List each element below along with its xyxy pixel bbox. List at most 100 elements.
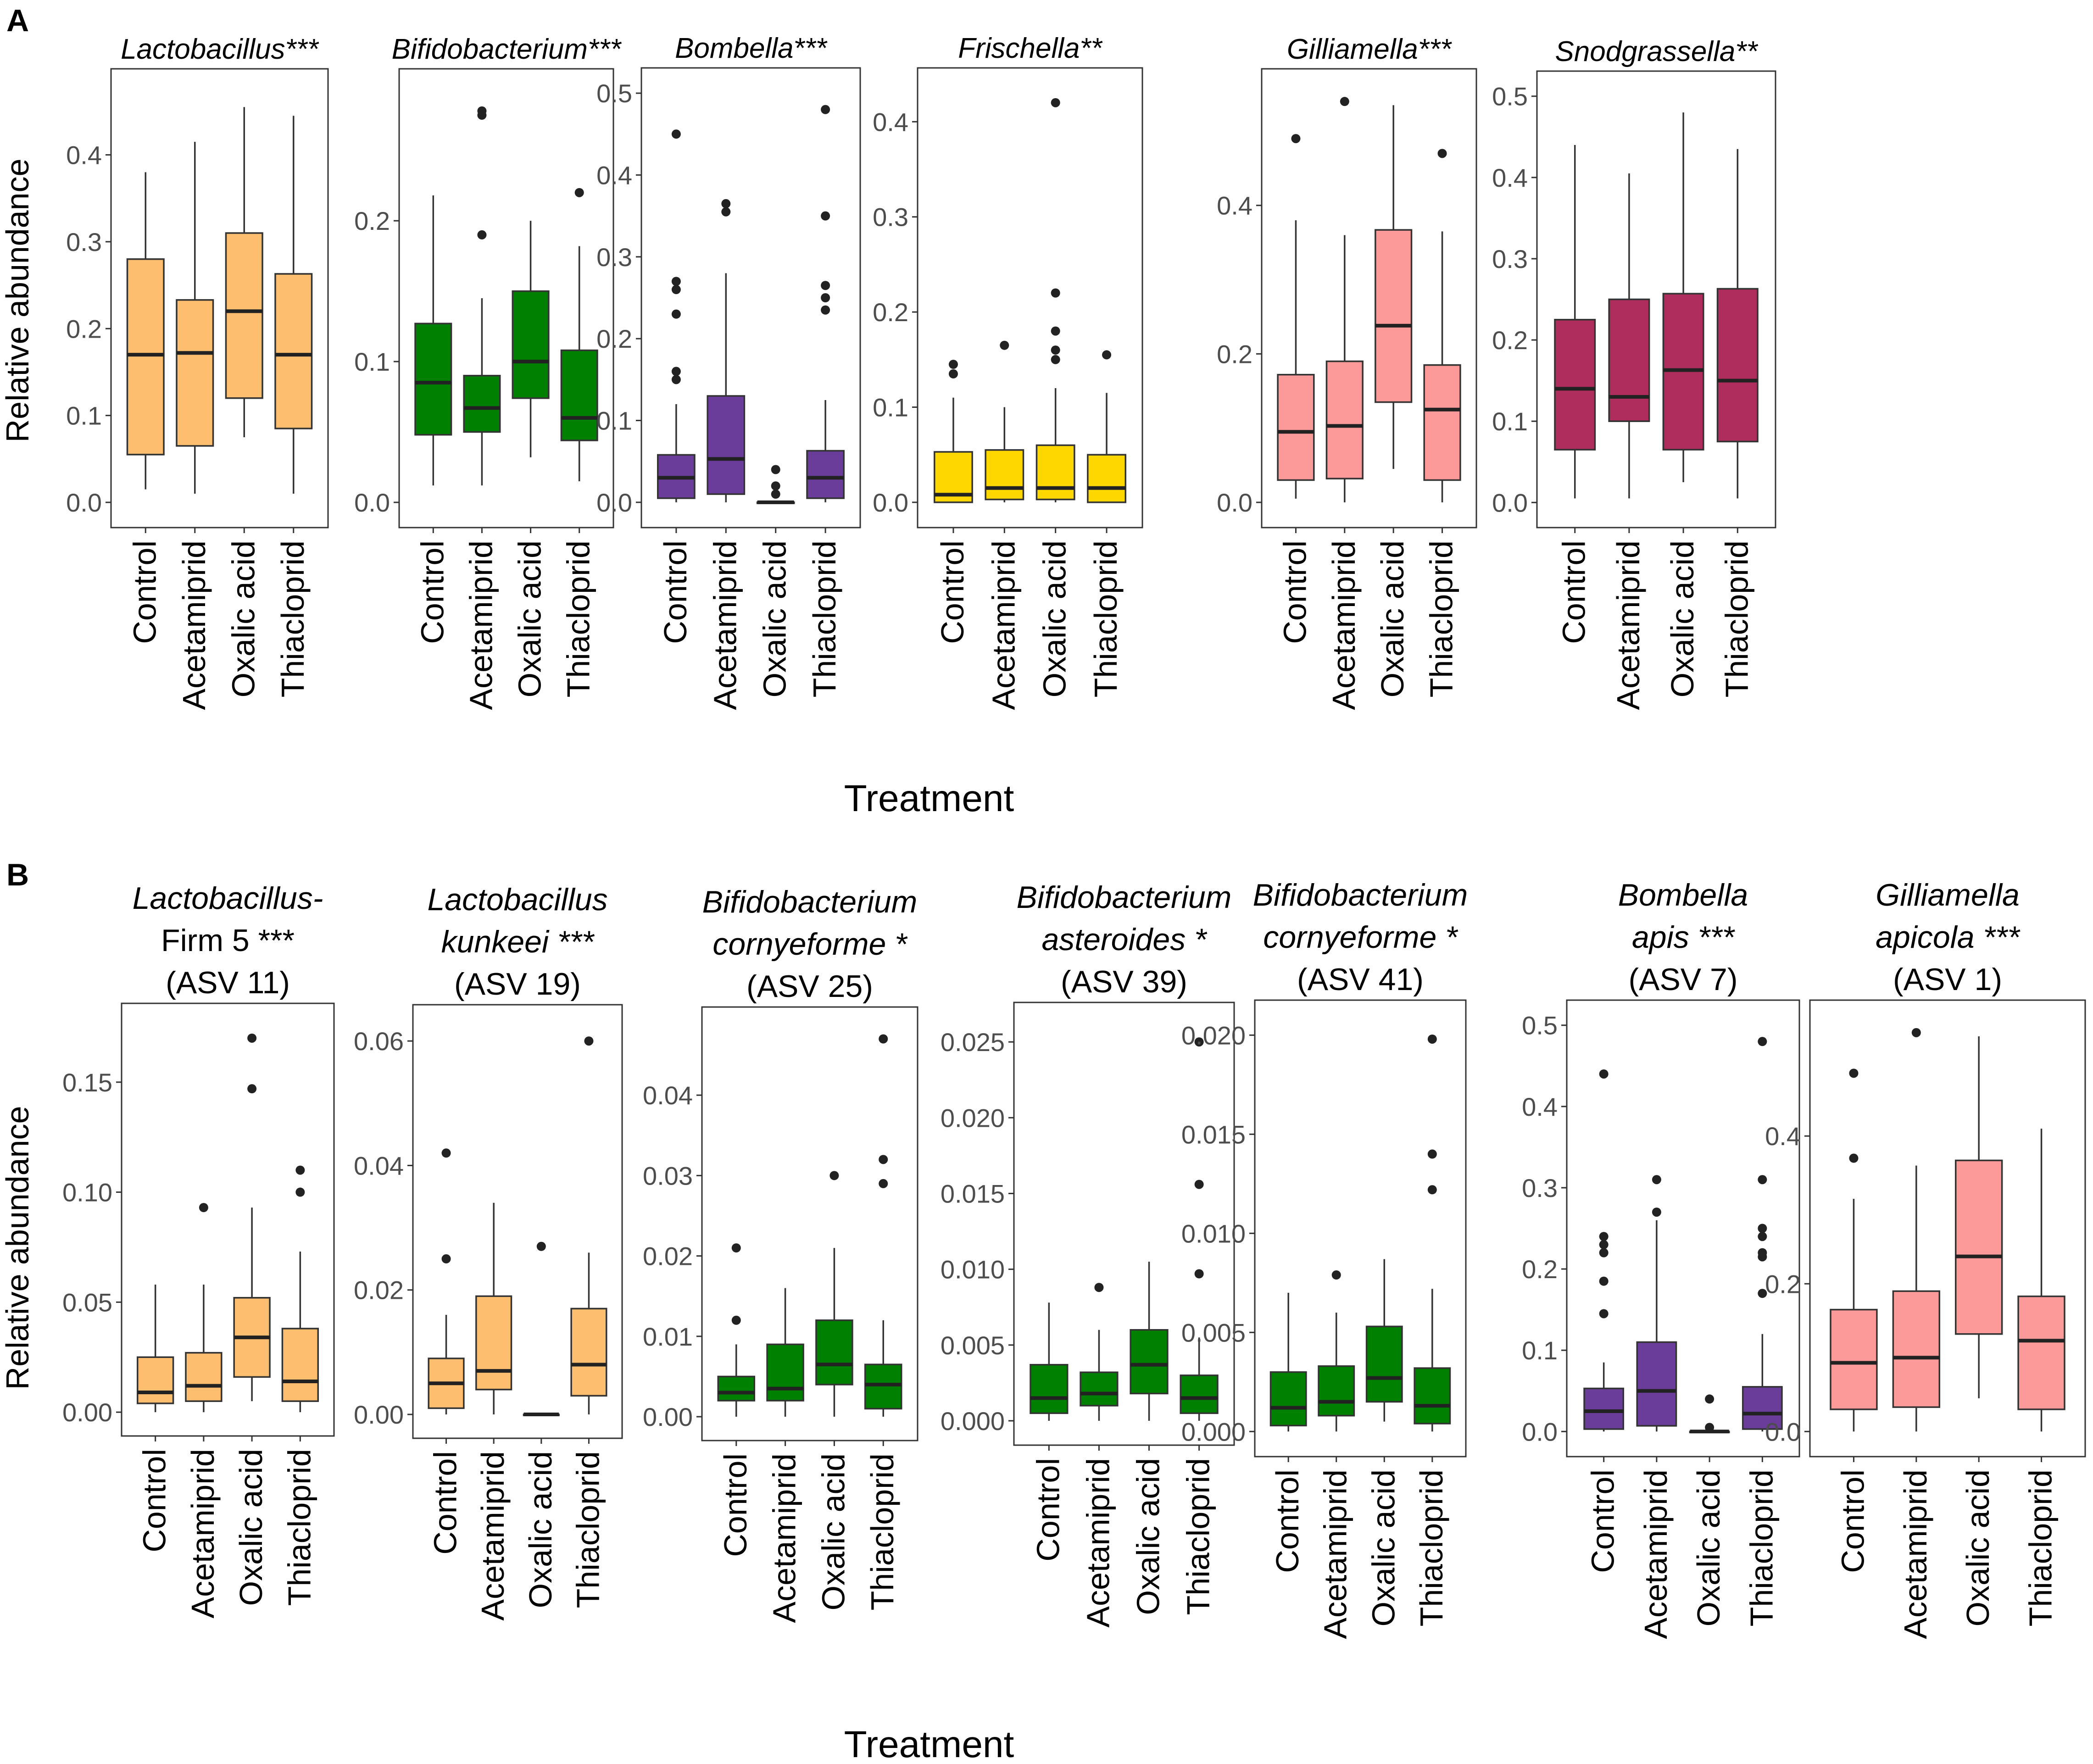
- facet-12: 0.0 0.1 0.2 0.3 0.4 0.5 Bombella apis *** (ASV 7…: [1522, 878, 1800, 1639]
- y-tick-label: 0.025: [941, 1028, 1005, 1057]
- box-control: [1277, 134, 1315, 499]
- y-tick-label: 0.2: [66, 314, 102, 343]
- outlier-point: [1194, 1037, 1204, 1047]
- facet-title-line: (ASV 41): [1297, 962, 1424, 997]
- x-tick-label: Control: [1030, 1458, 1066, 1562]
- x-tick-label: Oxalic acid: [1960, 1469, 1996, 1626]
- outlier-point: [1599, 1248, 1609, 1258]
- x-tick-label: Acetamiprid: [185, 1449, 221, 1619]
- box-acetamiprid: [463, 106, 501, 486]
- box-control: [1830, 1068, 1878, 1432]
- facet-13: 0.0 0.2 0.4 Gilliamella apicola *** (ASV 1) Co…: [1765, 878, 2086, 1639]
- y-tick-label: 0.4: [1217, 191, 1252, 220]
- outlier-point: [1849, 1068, 1859, 1078]
- iqr-box: [560, 349, 598, 441]
- y-tick-label: 0.4: [596, 161, 632, 189]
- box-control: [136, 1284, 174, 1413]
- y-tick-label: 0.000: [941, 1407, 1005, 1436]
- box-acetamiprid: [1608, 173, 1650, 499]
- facet-title: Bifidobacterium***: [392, 33, 622, 65]
- facet-4: 0.0 0.1 0.2 0.3 0.4 Frischella** Control Acetam…: [873, 33, 1143, 710]
- box-thiacloprid: [1423, 149, 1461, 502]
- iqr-box: [414, 323, 452, 436]
- x-tick-label: Thiacloprid: [281, 1449, 317, 1606]
- x-tick-label: Thiacloprid: [2023, 1469, 2059, 1626]
- x-tick-label: Control: [1556, 540, 1592, 644]
- iqr-box: [2017, 1295, 2065, 1410]
- outlier-point: [1758, 1175, 1767, 1185]
- outlier-point: [1758, 1232, 1767, 1241]
- facet-1: 0.0 0.1 0.2 0.3 0.4 Lactobacillus*** Control Ac…: [66, 33, 329, 710]
- outlier-point: [199, 1203, 208, 1213]
- iqr-box: [1318, 1365, 1355, 1417]
- iqr-box: [1554, 319, 1596, 451]
- outlier-point: [1705, 1394, 1714, 1404]
- y-tick-label: 0.2: [1522, 1255, 1558, 1284]
- x-tick-label: Control: [657, 540, 693, 644]
- y-tick-label: 0.01: [643, 1322, 693, 1351]
- box-control: [1030, 1302, 1069, 1421]
- facet-title: Frischella**: [958, 33, 1102, 64]
- outlier-point: [1758, 1224, 1767, 1233]
- y-tick-label: 0.3: [873, 203, 908, 232]
- iqr-box: [1130, 1329, 1169, 1395]
- outlier-point: [879, 1179, 888, 1188]
- box-thiacloprid: [560, 188, 598, 481]
- outlier-point: [771, 465, 780, 474]
- x-tick-label: Acetamiprid: [1610, 540, 1646, 710]
- plot-frame: [917, 67, 1143, 529]
- iqr-box: [1716, 288, 1759, 443]
- box-acetamiprid: [1080, 1283, 1119, 1421]
- outlier-point: [1000, 340, 1009, 350]
- x-tick-label: Thiacloprid: [1414, 1469, 1449, 1626]
- outlier-point: [821, 305, 830, 315]
- box-acetamiprid: [176, 142, 214, 494]
- x-tick-label: Oxalic acid: [1375, 540, 1410, 697]
- y-tick-label: 0.015: [1181, 1120, 1246, 1149]
- x-tick-label: Oxalic acid: [757, 540, 793, 697]
- box-acetamiprid: [766, 1288, 804, 1417]
- y-tick-label: 0.5: [1492, 82, 1528, 111]
- outlier-point: [671, 367, 681, 376]
- iqr-box: [1035, 444, 1075, 501]
- y-tick-label: 0.010: [941, 1255, 1005, 1284]
- outlier-point: [477, 106, 487, 116]
- outlier-point: [1427, 1034, 1437, 1044]
- iqr-box: [1830, 1308, 1878, 1410]
- y-tick-label: 0.05: [62, 1288, 112, 1317]
- y-tick-label: 0.3: [1522, 1174, 1558, 1202]
- outlier-point: [821, 281, 830, 290]
- y-tick-label: 0.3: [1492, 245, 1528, 273]
- x-tick-label: Acetamiprid: [707, 540, 743, 710]
- iqr-box: [1636, 1341, 1677, 1427]
- x-tick-label: Oxalic acid: [523, 1451, 558, 1608]
- facet-title: Snodgrassella**: [1555, 36, 1758, 67]
- facet-title-line: (ASV 19): [454, 967, 581, 1002]
- y-tick-label: 0.0: [1217, 488, 1252, 517]
- x-tick-label: Oxalic acid: [1664, 540, 1700, 697]
- x-tick-label: Thiacloprid: [1743, 1469, 1779, 1626]
- iqr-box: [1269, 1371, 1307, 1427]
- iqr-box: [1423, 364, 1461, 481]
- y-tick-label: 0.020: [941, 1103, 1005, 1132]
- outlier-point: [441, 1254, 451, 1263]
- outlier-point: [1194, 1269, 1204, 1279]
- facet-5: 0.0 0.2 0.4 Gilliamella*** Control Acetamipri…: [1217, 33, 1477, 710]
- outlier-point: [731, 1243, 741, 1253]
- iqr-box: [1277, 373, 1315, 481]
- iqr-box: [136, 1356, 174, 1404]
- iqr-box: [1742, 1386, 1783, 1430]
- x-tick-label: Control: [137, 1449, 173, 1553]
- x-tick-label: Thiacloprid: [1424, 540, 1459, 697]
- box-acetamiprid: [1636, 1175, 1677, 1432]
- y-tick-label: 0.4: [66, 141, 102, 170]
- outlier-point: [1599, 1232, 1609, 1241]
- box-oxalic-acid: [512, 221, 550, 457]
- box-oxalic-acid: [1365, 1259, 1403, 1422]
- facet-title: Bombella***: [675, 33, 828, 64]
- facet-2: 0.0 0.1 0.2 Bifidobacterium*** Control Acetam…: [354, 33, 622, 710]
- facet-6: 0.0 0.1 0.2 0.3 0.4 0.5 Snodgrassella** Control…: [1492, 36, 1776, 710]
- box-oxalic-acid: [1954, 1036, 2003, 1398]
- box-thiacloprid: [806, 105, 845, 502]
- facet-title-line: Firm 5 ***: [161, 923, 295, 958]
